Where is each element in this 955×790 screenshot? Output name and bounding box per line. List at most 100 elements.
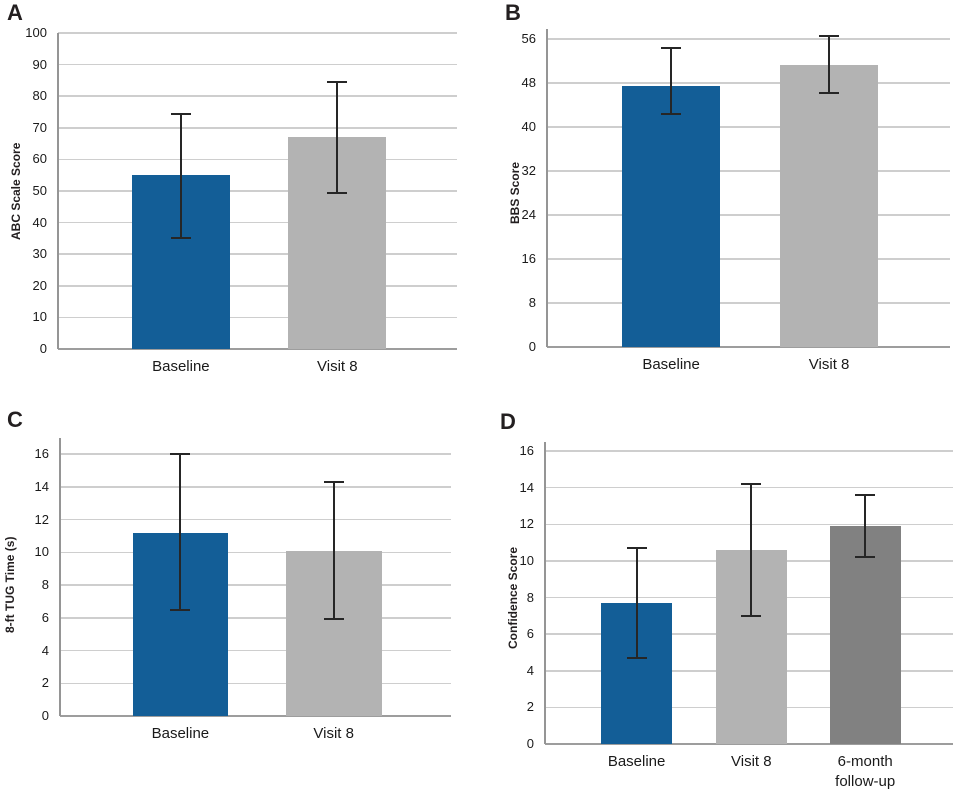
- y-tick-label: 14: [519, 479, 534, 495]
- error-bar-cap-bottom: [741, 614, 762, 617]
- gridline: [58, 285, 457, 287]
- error-bar-cap-bottom: [170, 237, 191, 240]
- x-axis-line: [547, 346, 950, 348]
- y-tick-label: 24: [521, 207, 536, 222]
- gridline: [547, 82, 950, 84]
- y-tick-label: 2: [41, 675, 49, 691]
- bar-visit-8: [779, 65, 879, 347]
- gridline: [60, 682, 451, 684]
- error-bar-cap-bottom: [661, 113, 682, 116]
- error-bar-cap-top: [170, 112, 191, 115]
- gridline: [58, 63, 457, 66]
- x-category-label: Visit 8: [731, 753, 772, 770]
- y-tick-label: 4: [41, 642, 49, 658]
- plot-area: [544, 442, 953, 745]
- error-bar-cap-top: [855, 494, 876, 496]
- y-axis-line: [59, 438, 61, 716]
- error-bar-cap-top: [819, 34, 840, 37]
- y-tick-label: 40: [32, 214, 47, 230]
- y-tick-label: 70: [32, 119, 47, 135]
- error-bar-line: [635, 548, 638, 658]
- panel-letter: C: [7, 407, 23, 432]
- panel-letter: B: [505, 0, 521, 25]
- y-tick-label: 12: [519, 516, 534, 532]
- gridline: [60, 617, 451, 619]
- y-tick-label: 32: [521, 163, 536, 178]
- x-axis-line: [58, 348, 457, 350]
- error-bar-cap-top: [323, 480, 344, 483]
- error-bar-line: [828, 35, 831, 93]
- y-tick-label: 16: [519, 443, 534, 458]
- plot-area: [57, 32, 457, 350]
- gridline: [547, 302, 950, 304]
- gridline: [60, 453, 451, 455]
- panel-a: A ABC Scale Score 0 10 20 30 40 50 60 70 80 90 100 Ba…: [0, 0, 477, 395]
- error-bar-line: [670, 47, 673, 115]
- y-axis-line: [544, 442, 546, 744]
- gridline: [547, 126, 950, 128]
- x-category-label: Baseline: [642, 356, 700, 373]
- y-tick-label: 8: [528, 295, 536, 310]
- y-tick-label: 20: [32, 277, 47, 293]
- plot-area: [546, 29, 950, 348]
- error-bar-line: [864, 495, 867, 558]
- y-tick-label: 50: [32, 183, 47, 198]
- error-bar-cap-top: [741, 483, 762, 485]
- gridline: [547, 170, 950, 172]
- y-tick-label: 8: [526, 589, 534, 605]
- panel-letter: D: [500, 409, 516, 434]
- y-tick-label: 0: [41, 708, 49, 723]
- x-category-label: Visit 8: [313, 725, 354, 742]
- y-tick-label: 14: [34, 478, 49, 494]
- y-tick-label: 80: [32, 88, 47, 104]
- y-tick-label: 2: [526, 699, 534, 715]
- y-axis-line: [546, 29, 548, 347]
- error-bar-cap-top: [170, 453, 191, 455]
- error-bar-cap-top: [327, 81, 348, 83]
- gridline: [60, 584, 451, 586]
- gridline: [60, 649, 451, 652]
- x-category-label: 6-month follow-up: [835, 753, 896, 790]
- panel-letter: A: [7, 0, 23, 25]
- error-bar-line: [750, 484, 753, 616]
- gridline: [58, 190, 457, 192]
- y-tick-label: 12: [34, 511, 49, 527]
- y-tick-label: 6: [41, 609, 49, 625]
- gridline: [547, 38, 950, 40]
- gridline: [545, 523, 953, 525]
- gridline: [58, 253, 457, 255]
- error-bar-cap-bottom: [170, 608, 191, 611]
- error-bar-line: [336, 82, 339, 193]
- x-axis-line: [545, 743, 953, 745]
- panel-c: C 8-ft TUG Time (s) 0 2 4 6 8 10 12 14 16 Baseline V…: [0, 395, 477, 790]
- error-bar-cap-bottom: [327, 191, 348, 194]
- y-tick-label: 56: [521, 31, 536, 46]
- gridline: [60, 518, 451, 521]
- gridline: [58, 316, 457, 319]
- x-category-label: Baseline: [152, 358, 210, 375]
- y-tick-label: 10: [34, 544, 49, 560]
- error-bar-line: [179, 454, 182, 610]
- x-axis-line: [60, 715, 451, 717]
- y-tick-label: 90: [32, 56, 47, 72]
- error-bar-line: [179, 113, 182, 239]
- y-tick-label: 60: [32, 151, 47, 167]
- error-bar-cap-bottom: [626, 656, 647, 659]
- error-bar-line: [332, 481, 335, 620]
- y-tick-label: 10: [519, 552, 534, 568]
- gridline: [547, 258, 950, 260]
- y-tick-label: 4: [526, 662, 534, 678]
- x-category-label: Visit 8: [808, 356, 850, 373]
- error-bar-cap-bottom: [323, 618, 344, 621]
- bar-baseline: [621, 86, 721, 347]
- y-tick-label: 40: [521, 119, 536, 134]
- x-category-label: Baseline: [151, 725, 210, 742]
- gridline: [58, 95, 457, 97]
- error-bar-cap-top: [661, 46, 682, 49]
- gridline: [58, 32, 457, 34]
- panel-d: D Confidence Score 0 2 4 6 8 10 12 14 16 Baseline Vi…: [477, 395, 955, 790]
- y-tick-label: 0: [526, 736, 534, 751]
- x-category-label: Visit 8: [317, 358, 358, 375]
